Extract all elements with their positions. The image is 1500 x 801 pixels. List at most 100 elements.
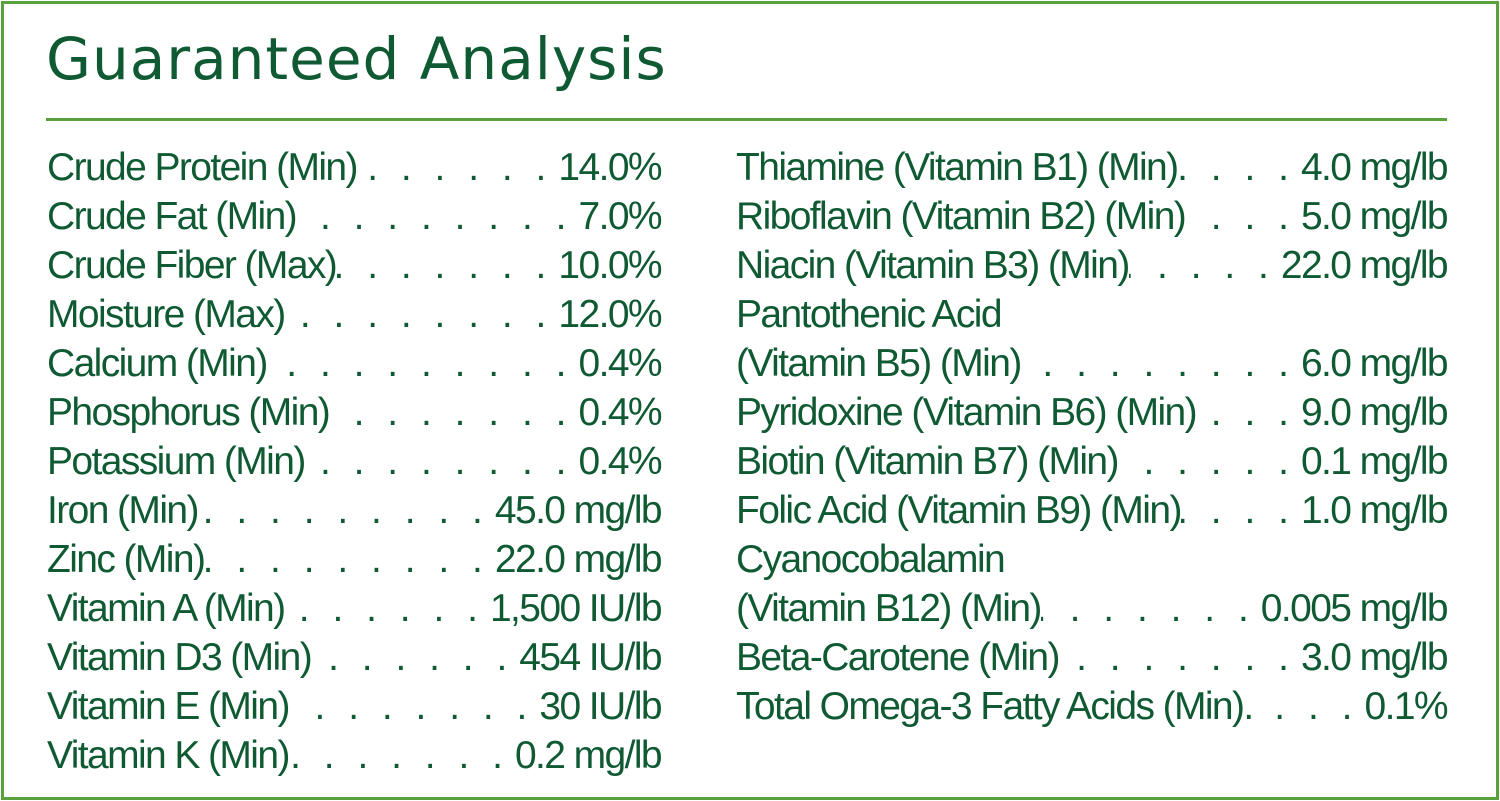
nutrient-value: 6.0 mg/lb [1300, 342, 1449, 385]
nutrient-row: Phosphorus (Min). . . . . . . . . . . . … [47, 388, 663, 437]
nutrient-value: 0.005 mg/lb [1260, 587, 1449, 630]
nutrient-value: 14.0% [558, 146, 662, 189]
nutrient-label: Riboflavin (Vitamin B2) (Min) [736, 195, 1187, 238]
dot-leader: . . . . . . . . . . . . . . . . . . . . … [1118, 440, 1295, 483]
nutrient-value: 5.0 mg/lb [1300, 195, 1449, 238]
dot-leader: . . . . . . . . . . . . . . . . . . . . … [329, 391, 573, 434]
nutrient-row: Niacin (Vitamin B3) (Min). . . . . . . .… [736, 241, 1449, 290]
dot-leader: . . . . . . . . . . . . . . . . . . . . … [1196, 391, 1295, 434]
dot-leader: . . . . . . . . . . . . . . . . . . . . … [1253, 685, 1359, 728]
nutrient-heading-row: Cyanocobalamin [736, 535, 1447, 584]
nutrient-row: Zinc (Min). . . . . . . . . . . . . . . … [47, 535, 663, 584]
nutrient-row: Folic Acid (Vitamin B9) (Min). . . . . .… [736, 486, 1449, 535]
nutrient-label: Pyridoxine (Vitamin B6) (Min) [736, 391, 1198, 434]
nutrient-value: 45.0 mg/lb [494, 489, 663, 532]
nutrient-value: 30 IU/lb [539, 685, 662, 728]
dot-leader: . . . . . . . . . . . . . . . . . . . . … [305, 440, 573, 483]
nutrient-value: 10.0% [558, 244, 662, 287]
nutrient-heading-row: Pantothenic Acid [736, 290, 1447, 339]
nutrient-label: Pantothenic Acid [736, 293, 1003, 336]
dot-leader: . . . . . . . . . . . . . . . . . . . . … [285, 587, 484, 630]
nutrient-value: 7.0% [578, 195, 663, 238]
nutrient-value: 1,500 IU/lb [489, 587, 663, 630]
nutrient-label: Moisture (Max) [47, 293, 286, 336]
dot-leader: . . . . . . . . . . . . . . . . . . . . … [1177, 146, 1295, 189]
nutrient-label: Crude Protein (Min) [47, 146, 358, 189]
nutrient-row: Pyridoxine (Vitamin B6) (Min). . . . . .… [736, 388, 1449, 437]
dot-leader: . . . . . . . . . . . . . . . . . . . . … [285, 293, 553, 336]
nutrient-value: 0.4% [578, 440, 663, 483]
dot-leader: . . . . . . . . . . . . . . . . . . . . … [1059, 636, 1295, 679]
nutrient-row: Vitamin A (Min). . . . . . . . . . . . .… [47, 584, 663, 633]
dot-leader: . . . . . . . . . . . . . . . . . . . . … [1041, 587, 1255, 630]
nutrient-label: Potassium (Min) [47, 440, 306, 483]
nutrient-label: Crude Fiber (Max) [47, 244, 338, 287]
nutrient-value: 9.0 mg/lb [1300, 391, 1449, 434]
nutrient-value: 0.1% [1364, 685, 1449, 728]
nutrient-label: Biotin (Vitamin B7) (Min) [736, 440, 1120, 483]
dot-leader: . . . . . . . . . . . . . . . . . . . . … [1129, 244, 1275, 287]
dot-leader: . . . . . . . . . . . . . . . . . . . . … [1185, 195, 1295, 238]
nutrient-label: Folic Acid (Vitamin B9) (Min) [736, 489, 1182, 532]
nutrient-row: Vitamin E (Min). . . . . . . . . . . . .… [47, 682, 663, 731]
dot-leader: . . . . . . . . . . . . . . . . . . . . … [289, 685, 534, 728]
dot-leader: . . . . . . . . . . . . . . . . . . . . … [336, 244, 553, 287]
nutrient-label: Zinc (Min) [47, 538, 206, 581]
title-divider [46, 118, 1447, 121]
nutrient-row: Potassium (Min). . . . . . . . . . . . .… [47, 437, 663, 486]
nutrient-row: Total Omega-3 Fatty Acids (Min).. . . . … [736, 682, 1449, 731]
nutrient-label: Thiamine (Vitamin B1) (Min) [736, 146, 1179, 189]
nutrient-label: Beta-Carotene (Min) [736, 636, 1061, 679]
nutrient-value: 0.4% [578, 391, 663, 434]
nutrient-row: Calcium (Min). . . . . . . . . . . . . .… [47, 339, 663, 388]
dot-leader: . . . . . . . . . . . . . . . . . . . . … [198, 489, 489, 532]
nutrient-label: (Vitamin B5) (Min) [736, 342, 1022, 385]
nutrient-label: Phosphorus (Min) [47, 391, 331, 434]
nutrient-label: (Vitamin B12) (Min) [736, 587, 1042, 630]
page-title: Guaranteed Analysis [46, 25, 667, 93]
dot-leader: . . . . . . . . . . . . . . . . . . . . … [1021, 342, 1295, 385]
nutrient-row: (Vitamin B5) (Min). . . . . . . . . . . … [736, 339, 1449, 388]
dot-leader: . . . . . . . . . . . . . . . . . . . . … [1181, 489, 1295, 532]
nutrient-value: 0.2 mg/lb [514, 734, 663, 777]
nutrient-label: Vitamin A (Min) [47, 587, 286, 630]
nutrient-label: Total Omega-3 Fatty Acids (Min). [736, 685, 1254, 728]
nutrient-row: Vitamin D3 (Min). . . . . . . . . . . . … [47, 633, 663, 682]
nutrient-row: Crude Protein (Min). . . . . . . . . . .… [47, 143, 663, 192]
nutrient-row: Crude Fat (Min). . . . . . . . . . . . .… [47, 192, 663, 241]
nutrient-row: Moisture (Max). . . . . . . . . . . . . … [47, 290, 663, 339]
nutrient-label: Iron (Min) [47, 489, 199, 532]
dot-leader: . . . . . . . . . . . . . . . . . . . . … [289, 734, 509, 777]
nutrient-row: (Vitamin B12) (Min). . . . . . . . . . .… [736, 584, 1449, 633]
dot-leader: . . . . . . . . . . . . . . . . . . . . … [267, 342, 573, 385]
nutrient-value: 22.0 mg/lb [494, 538, 663, 581]
nutrient-value: 4.0 mg/lb [1300, 146, 1449, 189]
nutrient-label: Vitamin D3 (Min) [47, 636, 313, 679]
nutrient-row: Biotin (Vitamin B7) (Min). . . . . . . .… [736, 437, 1449, 486]
dot-leader: . . . . . . . . . . . . . . . . . . . . … [357, 146, 553, 189]
right-nutrient-column: Thiamine (Vitamin B1) (Min). . . . . . .… [736, 143, 1449, 731]
nutrient-label: Vitamin E (Min) [47, 685, 290, 728]
nutrient-value: 0.4% [578, 342, 663, 385]
nutrient-value: 1.0 mg/lb [1300, 489, 1449, 532]
nutrient-row: Beta-Carotene (Min). . . . . . . . . . .… [736, 633, 1449, 682]
dot-leader: . . . . . . . . . . . . . . . . . . . . … [296, 195, 573, 238]
nutrient-label: Calcium (Min) [47, 342, 268, 385]
nutrient-value: 0.1 mg/lb [1300, 440, 1449, 483]
nutrient-row: Vitamin K (Min). . . . . . . . . . . . .… [47, 731, 663, 780]
nutrient-value: 454 IU/lb [519, 636, 662, 679]
nutrient-label: Vitamin K (Min) [47, 734, 290, 777]
nutrient-row: Thiamine (Vitamin B1) (Min). . . . . . .… [736, 143, 1449, 192]
nutrient-value: 22.0 mg/lb [1280, 244, 1449, 287]
nutrient-row: Crude Fiber (Max). . . . . . . . . . . .… [47, 241, 663, 290]
nutrient-value: 3.0 mg/lb [1300, 636, 1449, 679]
nutrient-label: Crude Fat (Min) [47, 195, 298, 238]
nutrient-row: Iron (Min). . . . . . . . . . . . . . . … [47, 486, 663, 535]
dot-leader: . . . . . . . . . . . . . . . . . . . . … [204, 538, 489, 581]
nutrient-row: Riboflavin (Vitamin B2) (Min). . . . . .… [736, 192, 1449, 241]
nutrient-label: Cyanocobalamin [736, 538, 1006, 581]
nutrient-label: Niacin (Vitamin B3) (Min) [736, 244, 1130, 287]
dot-leader: . . . . . . . . . . . . . . . . . . . . … [311, 636, 514, 679]
nutrient-value: 12.0% [558, 293, 662, 336]
